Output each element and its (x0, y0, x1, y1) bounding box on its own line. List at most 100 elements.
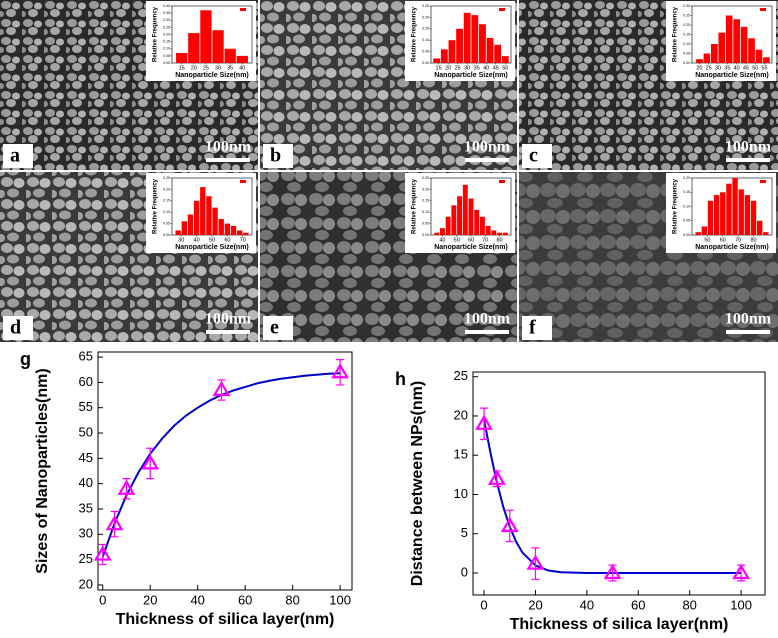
x-axis-label: Nanoparticle Size(nm) (434, 72, 508, 79)
x-tick-label: 80 (682, 597, 696, 612)
y-axis-label: Distance between NPs(nm) (409, 381, 426, 586)
x-tick-label: 20 (445, 65, 451, 71)
y-tick-label: 60 (79, 374, 93, 389)
y-tick-label: 0.20 (683, 176, 690, 180)
y-tick-label: 0 (461, 564, 468, 579)
y-tick-label: 0.35 (163, 11, 170, 15)
x-tick-label: 30 (715, 65, 721, 71)
panel-label: d (10, 317, 21, 339)
y-tick-label: 20 (454, 407, 468, 422)
data-point (212, 380, 231, 397)
histogram-bar (725, 15, 733, 63)
histogram-bar (701, 226, 707, 235)
y-tick-label: 0.15 (683, 190, 690, 194)
x-tick-label: 45 (493, 65, 499, 71)
x-tick-label: 40 (734, 65, 740, 71)
y-tick-label: 0.40 (163, 4, 170, 8)
plot-frame (97, 351, 353, 591)
y-tick-label: 0.00 (683, 233, 690, 237)
x-tick-label: 40 (483, 65, 489, 71)
histogram-bar (726, 183, 732, 235)
x-tick-label: 20 (528, 597, 542, 612)
histogram-bar (230, 225, 237, 235)
x-tick-label: 25 (203, 65, 209, 71)
panel-label: f (529, 317, 536, 339)
histogram-bar (434, 232, 440, 235)
inset-legend-swatch (499, 8, 505, 11)
x-axis-label: Nanoparticle Size(nm) (695, 244, 769, 251)
error-bar (531, 547, 540, 580)
histogram-bar (755, 49, 763, 63)
panel-label: e (270, 317, 279, 339)
y-axis-label: Relative Frequency (673, 178, 679, 234)
x-tick-label: 60 (468, 237, 474, 243)
x-tick-label: 30 (215, 65, 221, 71)
data-point (105, 514, 124, 531)
histogram-bar (738, 189, 744, 235)
y-tick-label: 0.20 (683, 23, 690, 27)
panel-label: c (529, 145, 538, 167)
panel-label: a (10, 145, 20, 167)
y-tick-label: 20 (79, 576, 93, 591)
y-tick-label: 0.05 (422, 222, 429, 226)
x-tick-label: 15 (436, 65, 442, 71)
scale-bar (726, 158, 770, 162)
inset-frame (430, 5, 512, 64)
y-tick-label: 0.15 (163, 199, 170, 203)
histogram-bar (696, 59, 703, 63)
histogram-bar (175, 230, 181, 235)
data-point (487, 469, 506, 485)
x-tick-label: 30 (178, 237, 184, 243)
histogram-bar (474, 209, 480, 235)
histogram-bar (718, 32, 726, 63)
panel-label-box (522, 316, 552, 340)
histogram-bar (763, 57, 770, 63)
histogram-bar (485, 225, 491, 235)
data-point (331, 363, 350, 379)
histogram-bar (494, 44, 502, 63)
y-tick-label: 0.25 (163, 25, 170, 29)
histogram-bar (462, 184, 468, 235)
histogram-bar (713, 195, 720, 235)
y-axis-label: Relative Frequency (153, 178, 159, 234)
x-axis-label: Thickness of silica layer(nm) (510, 616, 729, 633)
histogram-bar (200, 10, 212, 63)
x-axis-label: Nanoparticle Size(nm) (175, 72, 249, 79)
y-tick-label: 0.05 (683, 219, 690, 223)
histogram-bar (193, 200, 200, 235)
x-tick-label: 40 (439, 237, 445, 243)
x-tick-label: 20 (191, 65, 197, 71)
y-tick-label: 40 (79, 475, 93, 490)
histogram-bar (497, 232, 503, 235)
histogram-bar (502, 232, 508, 235)
x-tick-label: 20 (143, 592, 157, 607)
histogram-bar (187, 214, 194, 235)
y-tick-label: 0.10 (163, 47, 170, 51)
y-tick-label: 0.30 (163, 18, 170, 22)
error-bar (146, 447, 155, 480)
y-axis-label: Relative Frequency (412, 178, 418, 234)
scale-bar-label: 100nm (725, 139, 772, 156)
y-tick-label: 0.05 (163, 222, 170, 226)
x-tick-label: 60 (224, 237, 230, 243)
inset-legend-swatch (240, 8, 246, 11)
x-tick-label: 70 (240, 237, 246, 243)
x-axis-label: Nanoparticle Size(nm) (434, 244, 508, 251)
histogram-bar (440, 49, 448, 63)
histogram-bar (695, 232, 701, 235)
scale-bar-label: 100nm (205, 311, 252, 328)
x-axis-label: Nanoparticle Size(nm) (695, 72, 769, 79)
histogram-bar (750, 200, 757, 235)
x-tick-label: 35 (227, 65, 233, 71)
inset-legend-swatch (760, 180, 766, 183)
y-tick-label: 0.30 (683, 4, 690, 8)
y-tick-label: 0.00 (163, 61, 170, 65)
data-point (93, 545, 112, 561)
histogram-bar (740, 26, 748, 63)
y-tick-label: 10 (454, 486, 468, 501)
y-tick-label: 0.00 (163, 233, 170, 237)
data-point (603, 563, 622, 580)
x-tick-label: 40 (580, 597, 594, 612)
histogram-bar (491, 230, 497, 235)
